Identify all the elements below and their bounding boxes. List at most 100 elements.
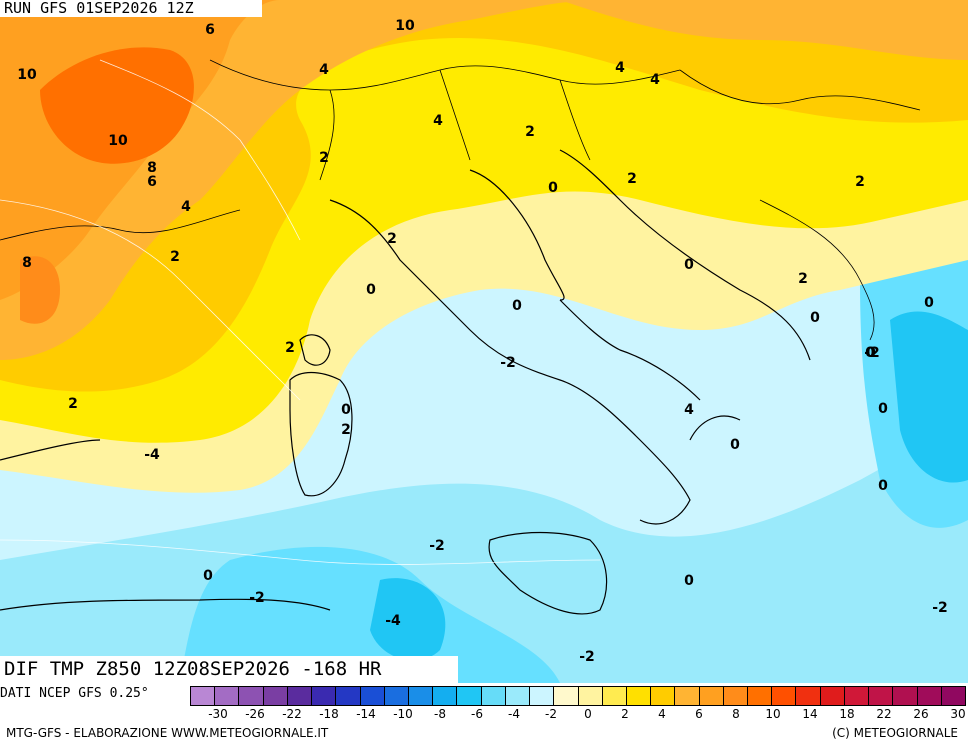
contour-label: 2 [798,271,808,287]
contour-label: 2 [525,124,535,140]
contour-label: 0 [341,402,351,418]
legend-swatch [917,687,942,705]
contour-label: 0 [684,257,694,273]
contour-label: 8 [22,255,32,271]
cold-core-east [890,311,968,483]
north-africa-coast [0,439,331,611]
contour-label: 4 [433,113,443,129]
contour-label: -2 [500,355,516,371]
balkan-borders [679,69,921,341]
warm-anomaly-northeast [560,0,968,60]
alpine-borders [209,59,681,181]
legend-swatch [554,687,579,705]
contour-label: 10 [395,18,415,34]
hot-anomaly-west [20,256,60,324]
legend-swatch [530,687,555,705]
contour-label: 2 [387,231,397,247]
contour-label: 2 [170,249,180,265]
legend-tick-label: -14 [356,707,376,721]
contour-label: 2 [285,340,295,356]
contour-label: 0 [684,573,694,589]
map-canvas [0,0,968,683]
adriatic-east-coast [559,149,811,361]
legend-swatch [651,687,676,705]
contour-label: -2 [932,600,948,616]
legend-tick-label: -22 [282,707,302,721]
contour-label: 6 [147,174,157,190]
color-scale-ticks: -30 -26 -22 -18 -14 -10 -8 -6 -4 -2 0 2 4 6 8 10 14 18 22 2… [190,707,966,723]
footer-copyright: (C) METEOGIORNALE [832,726,958,740]
legend-swatch [457,687,482,705]
cold-anomaly-south [180,546,560,683]
legend-swatch [215,687,240,705]
contour-label: 0 [878,401,888,417]
cold-core-south [370,578,446,661]
legend-swatch [578,687,603,705]
legend-tick-label: 26 [913,707,929,721]
isotherm-a [0,199,301,401]
legend-tick-label: 22 [876,707,892,721]
isotherm-c [0,539,601,565]
contour-label: 10 [108,133,128,149]
contour-label: -2 [579,649,595,665]
legend-swatch [941,687,965,705]
legend-tick-label: 6 [695,707,703,721]
contour-label: 0 [548,180,558,196]
legend-swatch [675,687,700,705]
legend-tick-label: -26 [245,707,265,721]
contour-label: 0 [203,568,213,584]
legend-tick-label: 4 [658,707,666,721]
legend-swatch [602,687,627,705]
legend-swatch [723,687,749,705]
contour-label: 0 [924,295,934,311]
legend-swatch [772,687,797,705]
legend-tick-label: -10 [393,707,413,721]
legend-tick-label: 2 [621,707,629,721]
italy-coast [329,169,741,525]
temperature-anomaly-map: 10 6 10 4 4 4 4 10 2 8 6 2 2 0 2 4 2 8 2 0 0 0 2 0 0 -2 2 0 2 -2 0 4 0 -4… [0,0,968,683]
contour-label: 2 [319,150,329,166]
coastlines [0,149,811,615]
legend-swatch [481,687,506,705]
france-spain-border [0,209,241,241]
contour-label: 0 [366,282,376,298]
contour-label: 8 [147,160,157,176]
contour-label: 0 [878,478,888,494]
legend-swatch [263,687,288,705]
isotherm-b [99,59,301,241]
contour-label: 4 [319,62,329,78]
contour-label: 2 [855,174,865,190]
corsica-coast [299,334,331,366]
contour-label: 2 [627,171,637,187]
contour-label: 4 [181,199,191,215]
source-note: DATI NCEP GFS 0.25° [0,686,149,701]
legend-tick-label: 30 [950,707,966,721]
legend-swatch [699,687,724,705]
legend-swatch [505,687,531,705]
field-title: DIF TMP Z850 12Z08SEP2026 -168 HR [0,656,458,683]
contour-label: 10 [17,67,37,83]
legend-swatch [626,687,652,705]
legend-swatch [820,687,845,705]
legend-swatch [287,687,313,705]
color-scale-legend [190,686,966,706]
run-title: RUN GFS 01SEP2026 12Z [0,0,262,17]
legend-tick-label: -6 [471,707,483,721]
legend-swatch [384,687,409,705]
legend-tick-label: -4 [508,707,520,721]
political-borders [0,59,921,341]
legend-tick-label: 0 [584,707,592,721]
contour-label: -2 [429,538,445,554]
contour-label: 0 [866,345,876,361]
contour-label: 6 [205,22,215,38]
legend-tick-label: 10 [765,707,781,721]
footer-credit: MTG-GFS - ELABORAZIONE WWW.METEOGIORNALE… [6,726,329,740]
sicily-coast [488,531,608,615]
contour-label: -4 [144,447,160,463]
legend-tick-label: 18 [839,707,855,721]
contour-label: 0 [865,345,875,361]
legend-swatch [869,687,894,705]
isotherms [0,59,601,565]
legend-tick-label: -30 [208,707,228,721]
legend-swatch [312,687,337,705]
